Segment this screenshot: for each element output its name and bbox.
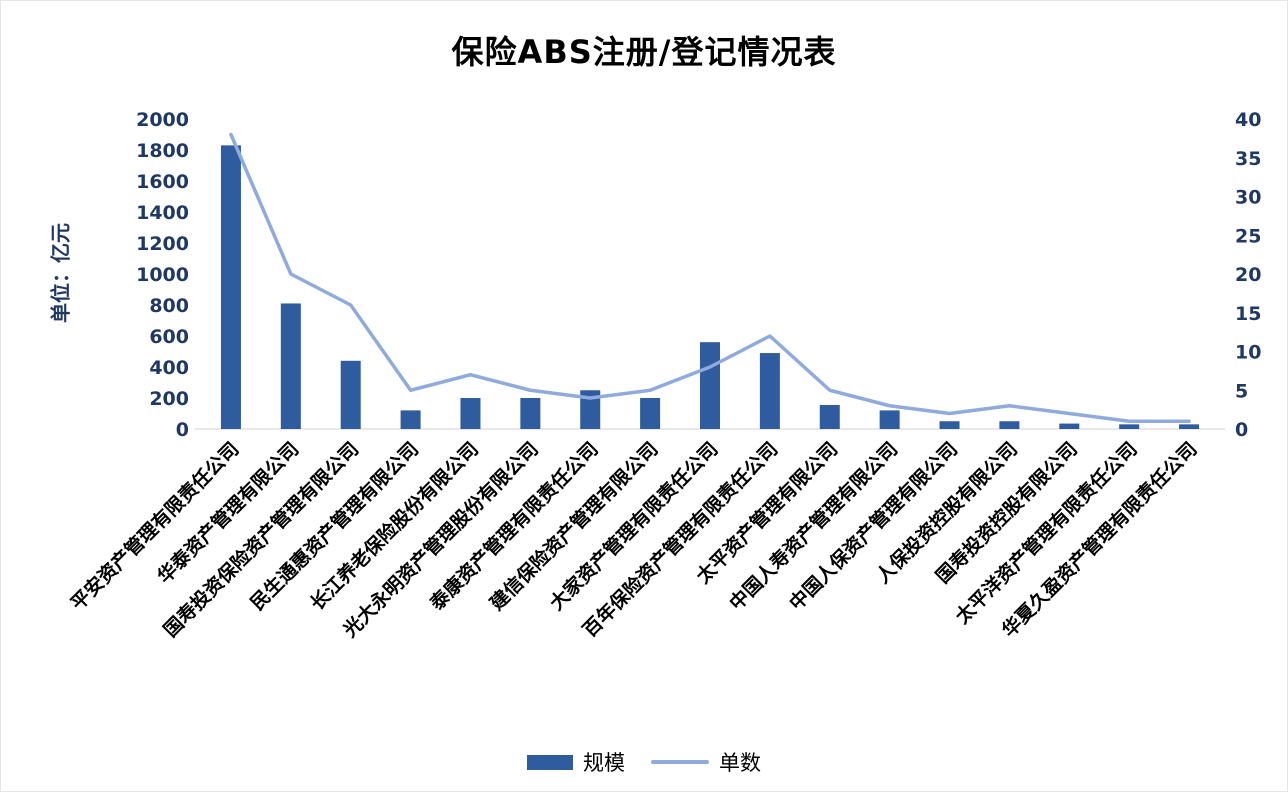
chart-legend: 规模 单数 [1, 747, 1287, 777]
bar-series-swatch-icon [527, 754, 573, 770]
bar [879, 410, 900, 429]
left-axis-tick-label: 0 [176, 419, 189, 441]
left-axis-tick-label: 2000 [136, 109, 189, 131]
left-axis-tick-label: 200 [149, 388, 189, 410]
left-axis-tick-label: 1800 [136, 140, 189, 162]
bar [1179, 424, 1200, 429]
bar [819, 404, 840, 429]
right-axis-tick-label: 25 [1235, 225, 1261, 247]
left-axis-tick-label: 1000 [136, 264, 189, 286]
right-axis-tick-label: 0 [1235, 419, 1248, 441]
left-axis-tick-label: 600 [149, 326, 189, 348]
bar [939, 421, 960, 429]
bar [1059, 423, 1080, 429]
category-labels: 平安资产管理有限责任公司华泰资产管理有限公司国寿投资保险资产管理有限公司民生通惠… [66, 437, 1202, 642]
legend-label-line-series: 单数 [719, 751, 761, 775]
left-axis-tick-label: 800 [149, 295, 189, 317]
legend-item-bar-series: 规模 [527, 747, 625, 777]
left-axis-tick-label: 1400 [136, 202, 189, 224]
right-axis-tick-label: 35 [1235, 148, 1261, 170]
bar [460, 398, 481, 429]
bar [640, 398, 661, 429]
bar-series [220, 145, 1200, 429]
line-series [229, 132, 1191, 423]
left-axis-tick-label: 1600 [136, 171, 189, 193]
right-axis-tick-label: 20 [1235, 264, 1261, 286]
bar [340, 360, 361, 429]
right-axis-tick-label: 5 [1235, 380, 1248, 402]
bar [580, 390, 601, 429]
right-axis-tick-label: 15 [1235, 303, 1261, 325]
legend-label-bar-series: 规模 [583, 751, 625, 775]
left-axis-tick-labels: 0 200 400 600 800 1000 1200 1400 1600 1800 2000 [136, 109, 189, 441]
bar [759, 353, 780, 429]
left-axis-tick-label: 400 [149, 357, 189, 379]
bar [700, 342, 720, 429]
left-axis-tick-label: 1200 [136, 233, 189, 255]
line-series-swatch-icon [651, 760, 709, 764]
right-axis-tick-label: 40 [1235, 109, 1261, 131]
bar [400, 410, 421, 429]
right-axis-tick-label: 30 [1235, 187, 1261, 209]
right-axis-tick-label: 10 [1235, 342, 1261, 364]
bar [999, 421, 1020, 429]
right-axis-tick-labels: 0 5 10 15 20 25 30 35 40 [1235, 109, 1261, 441]
bar [280, 303, 301, 429]
bar [520, 398, 541, 429]
legend-item-line-series: 单数 [651, 747, 761, 777]
chart-title: 保险ABS注册/登记情况表 [451, 33, 837, 71]
bar [220, 145, 241, 429]
bar [1119, 424, 1140, 429]
